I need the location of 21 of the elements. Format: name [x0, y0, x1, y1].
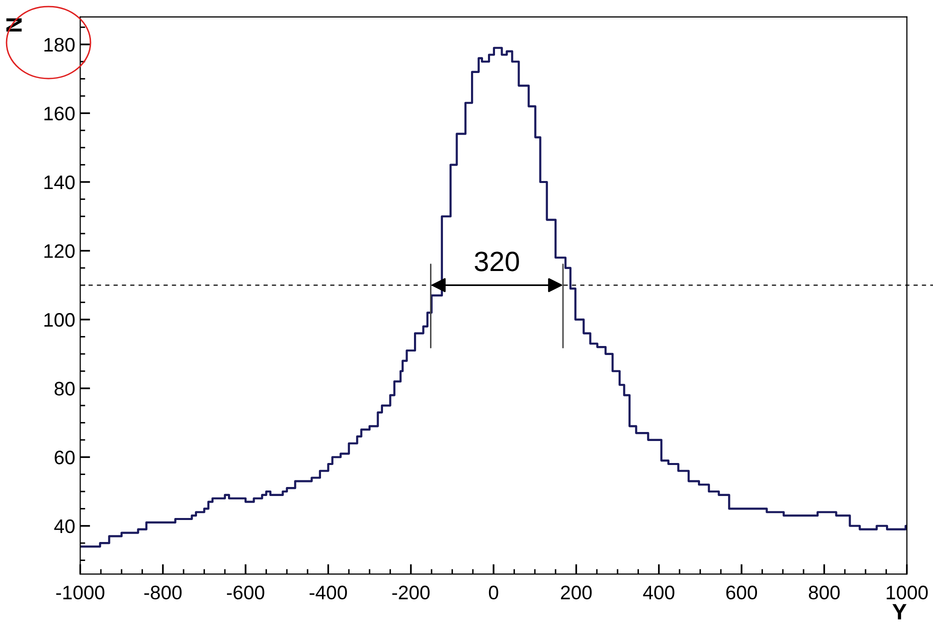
y-tick-label: 40: [54, 519, 75, 534]
y-tick-label: 80: [54, 382, 75, 396]
x-tick-label: -600: [226, 586, 264, 600]
x-tick-label: -400: [310, 586, 347, 600]
x-tick-label: 800: [808, 586, 840, 600]
x-axis-title: Y: [892, 604, 907, 620]
y-tick-label: 60: [54, 450, 75, 464]
x-tick-label: -1000: [56, 586, 104, 600]
x-tick-label: -800: [144, 586, 182, 600]
y-tick-label: 100: [44, 313, 75, 327]
x-tick-label: 200: [560, 586, 592, 600]
x-tick-label: 600: [726, 586, 758, 600]
x-tick-label: 400: [643, 586, 674, 600]
y-tick-label: 160: [44, 106, 75, 120]
annotation: 320: [474, 252, 519, 272]
y-tick-label: 140: [44, 175, 75, 190]
x-tick-label: -200: [392, 586, 430, 600]
y-tick-label: 180: [44, 38, 75, 52]
y-tick-label: 120: [44, 244, 75, 258]
x-tick-label: 1000: [886, 586, 928, 600]
x-tick-label: 0: [488, 586, 498, 600]
